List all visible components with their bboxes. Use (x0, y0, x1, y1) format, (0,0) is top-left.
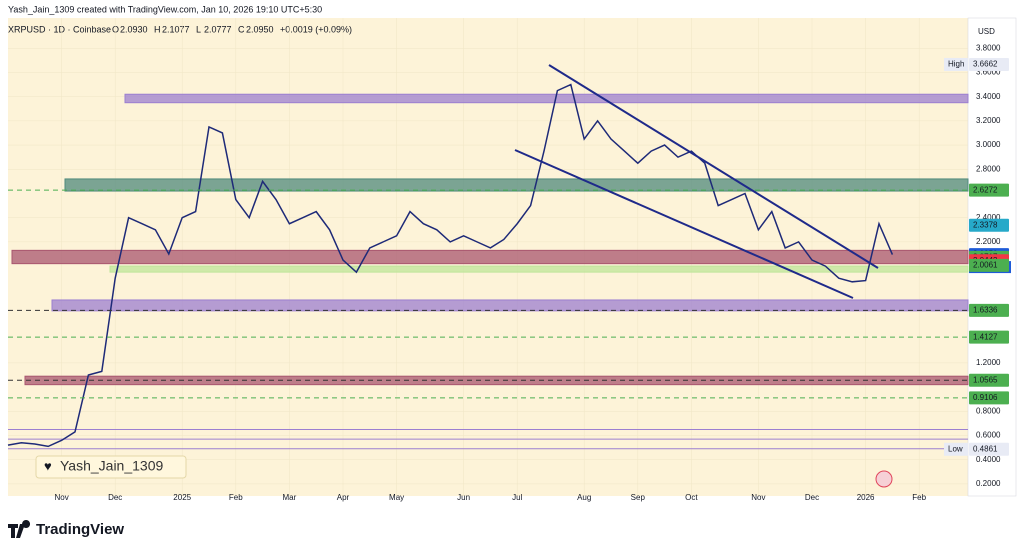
ohlc-value: 2.0950 (246, 24, 274, 34)
price-label: 1.4127 (973, 332, 998, 341)
trendline (514, 149, 854, 299)
price-label: 3.6662 (973, 60, 998, 69)
y-tick-label: 0.4000 (976, 455, 1001, 464)
price-label-box (969, 373, 1009, 387)
credit: Yash_Jain_1309 created with TradingView.… (8, 4, 322, 14)
watermark-box (35, 455, 187, 479)
price-label-box (969, 391, 1009, 405)
x-tick-label: Nov (54, 493, 68, 502)
price-label-box (969, 330, 1009, 344)
price-label: 2.0061 (973, 260, 998, 269)
event-icon (875, 470, 893, 488)
price-label: 2.6272 (973, 185, 998, 194)
watermark: Yash_Jain_1309 (60, 458, 163, 474)
brand: TradingView (36, 521, 124, 538)
symbol: XRPUSD · 1D · Coinbase (8, 24, 111, 34)
y-tick-label: 3.2000 (976, 116, 1001, 125)
zone (124, 93, 969, 104)
x-tick-label: Feb (912, 493, 926, 502)
zone (109, 265, 969, 273)
currency: USD (978, 27, 995, 36)
ohlc-label: H (154, 24, 161, 34)
x-tick-label: Feb (229, 493, 243, 502)
price-label: 0.4861 (973, 444, 998, 453)
brand-logo (8, 520, 31, 538)
ohlc: O 2.0930 H 2.1077 L 2.0777 C 2.0950 +0.0019 (+0.… (112, 24, 352, 34)
x-tick-label: May (389, 493, 404, 502)
y-tick-label: 0.8000 (976, 406, 1001, 415)
tag-box (944, 57, 968, 71)
x-tick-label: 2025 (173, 493, 191, 502)
price-label-box (969, 303, 1009, 317)
tag: Low (948, 444, 963, 453)
zone (64, 178, 969, 192)
ohlc-label: L (196, 24, 201, 34)
x-tick-label: Jul (512, 493, 522, 502)
x-tick-label: Jun (457, 493, 470, 502)
ohlc-value: 2.0930 (120, 24, 148, 34)
ohlc-value: 2.1077 (162, 24, 190, 34)
price-label-box (969, 442, 1009, 456)
x-tick-label: Sep (631, 493, 646, 502)
y-tick-label: 3.0000 (976, 140, 1001, 149)
tag-box (944, 442, 968, 456)
price-label: 2.3378 (973, 220, 998, 229)
ohlc-label: O (112, 24, 119, 34)
price-label-box (969, 57, 1009, 71)
y-tick-label: 2.8000 (976, 164, 1001, 173)
x-tick-label: Oct (685, 493, 698, 502)
price-label-box (969, 218, 1009, 232)
x-tick-label: Dec (108, 493, 122, 502)
x-tick-label: Aug (577, 493, 591, 502)
x-tick-label: Mar (283, 493, 297, 502)
zone (11, 249, 969, 265)
price-label: 1.0565 (973, 375, 998, 384)
x-tick-label: Dec (805, 493, 819, 502)
price-line (7, 83, 894, 448)
trendline (548, 64, 879, 269)
price-label: 1.6336 (973, 306, 998, 315)
price-label-box (969, 258, 1009, 272)
x-tick-label: Nov (751, 493, 765, 502)
y-tick-label: 3.4000 (976, 92, 1001, 101)
tag: High (948, 60, 964, 69)
y-tick-label: 1.2000 (976, 358, 1001, 367)
y-tick-label: 3.8000 (976, 43, 1001, 52)
y-tick-label: 0.6000 (976, 431, 1001, 440)
y-tick-label: 2.2000 (976, 237, 1001, 246)
x-tick-label: 2026 (857, 493, 875, 502)
price-label-box (969, 183, 1009, 197)
zone (51, 299, 969, 312)
price-label: 0.9106 (973, 393, 998, 402)
x-tick-label: Apr (337, 493, 350, 502)
ohlc-label: C (238, 24, 245, 34)
heart-icon: ♥ (44, 458, 52, 473)
y-tick-label: 2.4000 (976, 213, 1001, 222)
change: +0.0019 (+0.09%) (280, 24, 352, 34)
ohlc-value: 2.0777 (204, 24, 232, 34)
y-tick-label: 0.2000 (976, 479, 1001, 488)
y-tick-label: 3.6000 (976, 68, 1001, 77)
